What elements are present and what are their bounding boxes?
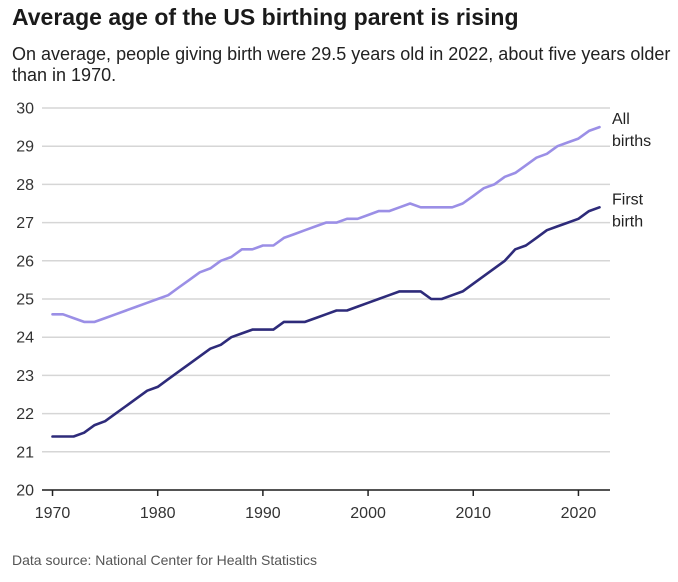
series-lines bbox=[51, 125, 601, 438]
series-line-first-birth bbox=[51, 206, 601, 438]
chart-subtitle: On average, people giving birth were 29.… bbox=[12, 44, 671, 85]
series-label: First birth bbox=[612, 191, 644, 230]
x-tick-label: 1970 bbox=[35, 505, 71, 522]
series-label: All births bbox=[612, 111, 651, 150]
x-tick-label: 2020 bbox=[561, 505, 597, 522]
y-tick-label: 21 bbox=[16, 444, 34, 461]
data-source-note: Data source: National Center for Health … bbox=[12, 552, 318, 568]
y-tick-label: 25 bbox=[16, 292, 34, 309]
y-tick-label: 28 bbox=[16, 177, 34, 194]
series-label-line: First bbox=[612, 191, 644, 208]
y-tick-label: 22 bbox=[16, 406, 34, 423]
series-label-line: births bbox=[612, 133, 651, 150]
x-tick-label: 1980 bbox=[140, 505, 176, 522]
x-axis-ticks: 1970 1980 1990 2000 2010 2020 bbox=[35, 490, 597, 522]
x-tick-label: 1990 bbox=[245, 505, 281, 522]
y-tick-label: 23 bbox=[16, 368, 34, 385]
y-tick-label: 30 bbox=[16, 101, 34, 118]
y-tick-label: 27 bbox=[16, 215, 34, 232]
y-tick-label: 20 bbox=[16, 483, 34, 500]
series-label-line: All bbox=[612, 111, 630, 128]
series-line-all-births bbox=[51, 125, 601, 324]
x-tick-label: 2010 bbox=[455, 505, 491, 522]
y-tick-label: 26 bbox=[16, 253, 34, 270]
series-label-line: birth bbox=[612, 213, 643, 230]
y-tick-label: 24 bbox=[16, 330, 34, 347]
x-tick-label: 2000 bbox=[350, 505, 386, 522]
series-labels: All births First birth bbox=[612, 111, 651, 230]
y-axis-ticks: 20 21 22 23 24 25 26 27 28 29 30 bbox=[16, 101, 34, 500]
y-tick-label: 29 bbox=[16, 139, 34, 156]
chart-title: Average age of the US birthing parent is… bbox=[12, 4, 519, 30]
